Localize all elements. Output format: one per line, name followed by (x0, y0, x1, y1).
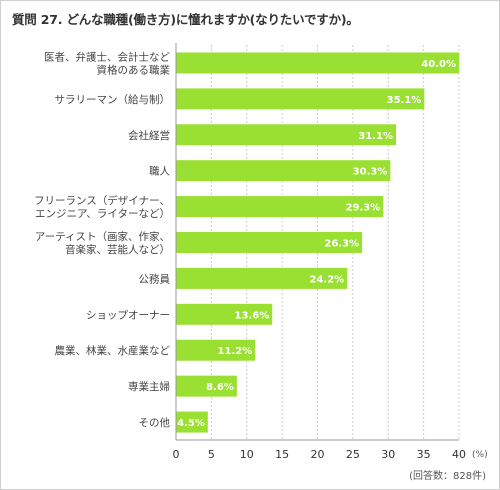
bar (176, 52, 459, 74)
category-label: 医者、弁護士、会計士など (44, 50, 170, 63)
bar-value-label: 4.5% (177, 418, 205, 429)
x-tick-label: 10 (240, 448, 254, 461)
bar (176, 411, 208, 433)
category-label: 職人 (149, 166, 170, 178)
bar-value-label: 13.6% (235, 310, 270, 321)
bar (176, 303, 273, 325)
category-label: アーティスト（画家、作家、 (35, 230, 170, 243)
bar (176, 196, 384, 218)
category-label: エンジニア、ライターなど） (35, 208, 170, 220)
bar (176, 160, 391, 182)
bar (176, 124, 397, 146)
bar-value-label: 40.0% (421, 59, 456, 70)
x-axis: 0 5 10 15 20 25 30 35 40 (173, 43, 466, 461)
bar-value-label: 30.3% (353, 167, 388, 178)
bar-value-label: 24.2% (310, 274, 345, 285)
chart-title: 質問 27. どんな職種(働き方)に憧れますか(なりたいですか)。 (12, 12, 359, 27)
bar-value-label: 29.3% (346, 203, 381, 214)
bar-value-label: 11.2% (218, 346, 253, 357)
bar-value-label: 26.3% (324, 239, 359, 250)
category-label: 音楽家、芸能人など） (65, 243, 170, 256)
category-label: ショップオーナー (86, 309, 170, 321)
x-tick-label: 15 (275, 448, 289, 461)
x-tick-label: 40 (452, 448, 466, 461)
category-label: 公務員 (139, 272, 171, 285)
category-label: 会社経営 (128, 129, 170, 142)
x-axis-unit: (%) (472, 450, 488, 460)
x-tick-label: 30 (381, 448, 395, 461)
bar (176, 232, 363, 253)
category-label: フリーランス（デザイナー、 (34, 194, 170, 207)
x-tick-label: 0 (173, 448, 180, 461)
category-label: 専業主婦 (128, 380, 170, 393)
x-tick-label: 25 (346, 448, 360, 461)
bar-layer: 40.0% 35.1% 31.1% 30.3% 29.3% 26.3% 24.2% 13.6%… (176, 52, 459, 433)
x-tick-label: 35 (417, 448, 431, 461)
bar (176, 339, 256, 361)
category-label: サラリーマン（給与制） (55, 93, 171, 106)
category-label: その他 (139, 416, 171, 429)
bar (176, 88, 425, 110)
bar (176, 375, 237, 397)
category-label: 農業、林業、水産業など (55, 344, 171, 357)
bar (176, 267, 348, 289)
x-tick-label: 5 (208, 448, 215, 461)
bar-value-label: 31.1% (358, 131, 393, 142)
x-tick-label: 20 (311, 448, 325, 461)
bar-value-label: 8.6% (206, 382, 234, 393)
bar-value-label: 35.1% (387, 95, 422, 106)
category-label: 資格のある職業 (97, 63, 171, 76)
response-count-note: (回答数：828件) (409, 469, 486, 482)
